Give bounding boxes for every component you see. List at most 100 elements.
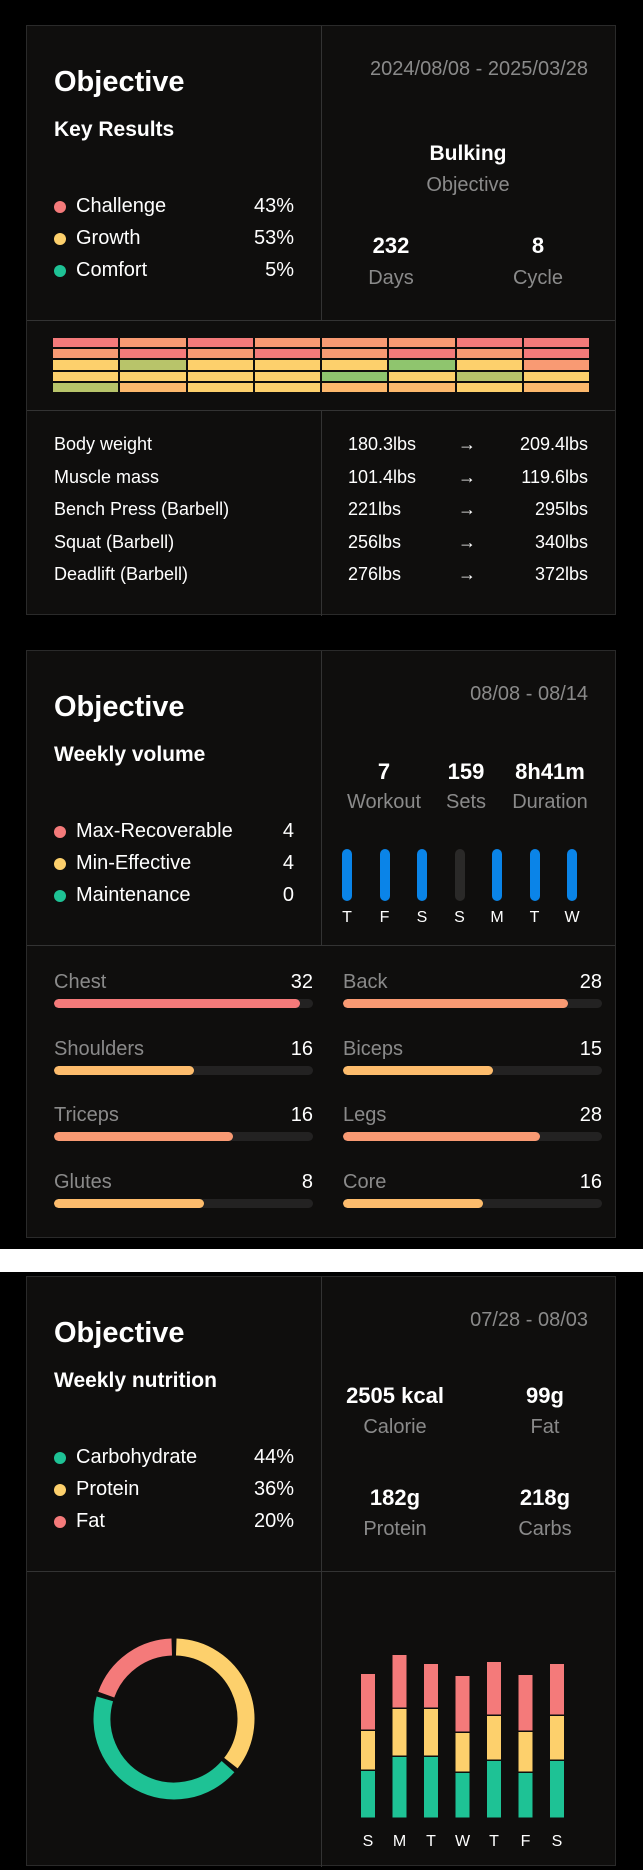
- bar-segment-fat: [487, 1662, 501, 1715]
- heatmap-cell: [187, 382, 253, 392]
- heatmap-cell: [389, 349, 455, 359]
- goal-caption: Objective: [426, 174, 510, 196]
- nutrition-caption: Calorie: [363, 1416, 427, 1438]
- donut-slice-fat: [98, 1638, 173, 1698]
- workout-day-bar[interactable]: [342, 849, 352, 901]
- bar-segment-protein: [424, 1709, 438, 1756]
- legend-dot-icon: [54, 233, 66, 245]
- bar-segment-fat: [392, 1655, 407, 1708]
- bar-day-label: M: [393, 1833, 406, 1850]
- stat-value: 159: [447, 759, 485, 784]
- divider: [27, 320, 615, 321]
- heatmap-cell: [254, 371, 320, 381]
- legend-item: Comfort 5%: [54, 259, 294, 285]
- donut-slice-protein: [175, 1638, 255, 1769]
- day-label: W: [564, 909, 580, 926]
- muscle-name: Chest: [54, 971, 107, 993]
- metric-name: Deadlift (Barbell): [54, 564, 189, 584]
- muscle-sets: 8: [301, 1170, 313, 1193]
- arrow-icon: →: [458, 466, 476, 487]
- muscle-bar: [343, 1065, 602, 1075]
- heatmap-cell: [389, 338, 455, 348]
- bar-day-label: S: [552, 1833, 563, 1850]
- heatmap-cell: [456, 382, 522, 392]
- day-label: S: [416, 909, 428, 926]
- heatmap-cell: [53, 338, 119, 348]
- workout-day-bar[interactable]: [567, 849, 577, 901]
- heatmap-cell: [389, 382, 455, 392]
- workout-day-bar[interactable]: [454, 849, 465, 901]
- muscle-bar: [54, 999, 313, 1008]
- metric-from: 276lbs: [348, 564, 402, 584]
- divider: [27, 1571, 615, 1572]
- heatmap-cell: [389, 371, 455, 381]
- muscle-name: Triceps: [54, 1104, 119, 1126]
- legend-dot-icon: [54, 201, 66, 213]
- divider: [321, 651, 322, 945]
- card-title: Objective: [54, 1317, 185, 1349]
- goal-label: Bulking: [429, 142, 507, 165]
- muscle-bar: [343, 1132, 602, 1141]
- legend-item: Protein 36%: [54, 1478, 294, 1504]
- bar-day-label: T: [426, 1833, 436, 1850]
- arrow-icon: →: [458, 564, 476, 584]
- muscle-name: Glutes: [54, 1170, 112, 1193]
- metric-from: 101.4lbs: [348, 466, 417, 487]
- heatmap-cell: [120, 382, 186, 392]
- days-value: 232: [372, 233, 410, 258]
- legend-value: 44%: [253, 1446, 294, 1468]
- heatmap-cell: [53, 382, 119, 392]
- metric-to: 119.6lbs: [521, 466, 588, 487]
- workout-day-bar[interactable]: [379, 849, 390, 901]
- legend-label: Maintenance: [76, 884, 191, 906]
- arrow-icon: →: [458, 531, 476, 552]
- muscle-bar-fill: [343, 1132, 540, 1141]
- card-title: Objective: [54, 691, 185, 723]
- legend-dot-icon: [54, 1484, 66, 1496]
- heatmap-cell: [120, 349, 186, 359]
- legend-item: Carbohydrate 44%: [54, 1446, 294, 1472]
- legend-item: Min-Effective 4: [54, 852, 294, 878]
- arrow-icon: →: [458, 434, 476, 454]
- bar-day-label: W: [455, 1833, 471, 1850]
- divider: [321, 410, 322, 616]
- legend-label: Min-Effective: [76, 852, 192, 874]
- heatmap-cell: [120, 338, 186, 348]
- heatmap: [53, 338, 591, 394]
- bar-segment-carbohydrate: [424, 1757, 438, 1818]
- heatmap-cell: [187, 360, 253, 370]
- metric-from: 180.3lbs: [348, 434, 417, 454]
- bar-segment-fat: [550, 1664, 564, 1715]
- cycle-value: 8: [531, 233, 545, 258]
- muscle-sets: 16: [579, 1170, 602, 1193]
- day-label: S: [454, 909, 465, 926]
- heatmap-cell: [322, 360, 388, 370]
- bar-segment-protein: [487, 1716, 501, 1760]
- heatmap-cell: [456, 338, 522, 348]
- stat-caption: Duration: [512, 791, 588, 813]
- muscle-sets: 16: [290, 1037, 313, 1060]
- muscle-sets: 32: [290, 971, 313, 993]
- heatmap-cell: [456, 371, 522, 381]
- heatmap-cell: [456, 360, 522, 370]
- workout-day-bar[interactable]: [417, 849, 427, 901]
- nutrition-value: 2505 kcal: [346, 1383, 444, 1408]
- bar-segment-carbohydrate: [392, 1757, 407, 1818]
- arrow-icon: →: [458, 499, 476, 519]
- heatmap-cell: [254, 360, 320, 370]
- workout-day-bar[interactable]: [529, 849, 540, 901]
- heatmap-cell: [523, 338, 589, 348]
- metric-to: 340lbs: [534, 531, 588, 552]
- muscle-volume-list: Chest 32 Back 28 Shoulders 16 Biceps 15 Triceps 1…: [27, 971, 615, 1231]
- heatmap-cell: [322, 371, 388, 381]
- muscle-bar-fill: [54, 1198, 205, 1208]
- divider: [321, 1277, 322, 1867]
- heatmap-cell: [254, 338, 320, 348]
- muscle-bar-fill: [343, 1065, 494, 1075]
- workout-day-bar[interactable]: [492, 849, 502, 901]
- section-separator: [0, 1249, 643, 1272]
- weekly-stats: 7 Workout 159 Sets 8h41m Duration: [321, 759, 615, 829]
- macro-donut-chart: [93, 1638, 255, 1800]
- muscle-bar-fill: [54, 1065, 194, 1075]
